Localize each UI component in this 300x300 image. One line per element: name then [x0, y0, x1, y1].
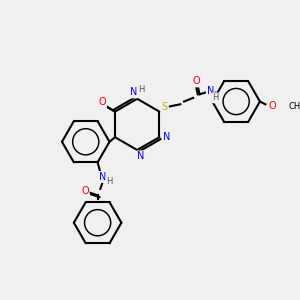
Text: O: O [98, 98, 106, 107]
Text: O: O [269, 101, 277, 111]
Text: S: S [162, 102, 168, 112]
Text: N: N [98, 172, 106, 182]
Text: H: H [212, 93, 218, 102]
Text: O: O [81, 186, 88, 196]
Text: N: N [207, 85, 214, 96]
Text: N: N [130, 87, 137, 98]
Text: O: O [192, 76, 200, 86]
Text: CH₃: CH₃ [289, 102, 300, 111]
Text: N: N [163, 132, 170, 142]
Text: H: H [138, 85, 144, 94]
Text: N: N [137, 152, 145, 161]
Text: H: H [106, 177, 113, 186]
